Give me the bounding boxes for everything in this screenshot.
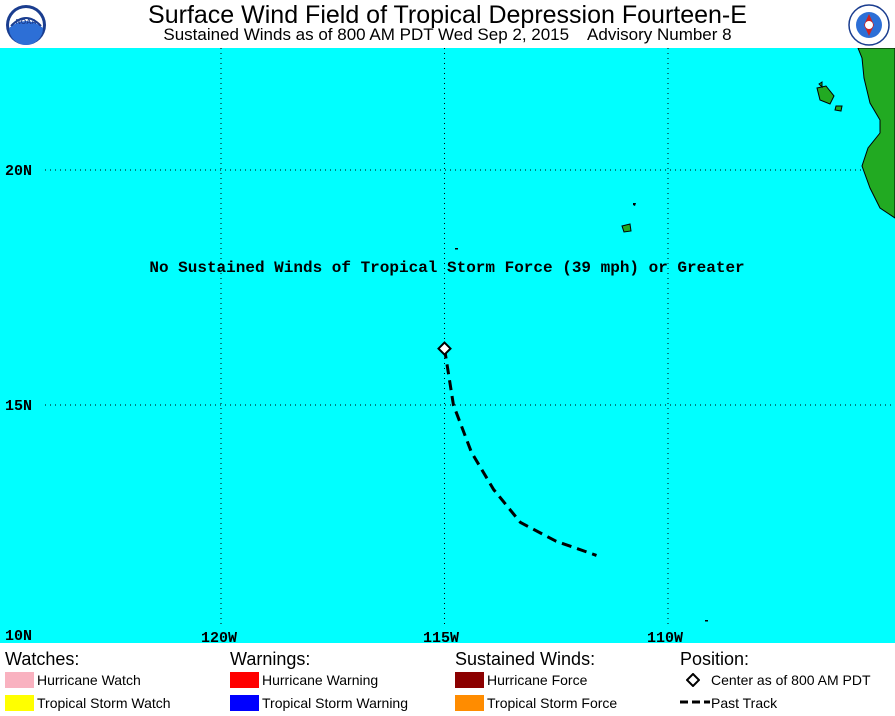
nws-logo [848, 4, 890, 46]
tropical-storm-watch-label: Tropical Storm Watch [37, 695, 171, 711]
map-canvas: 20N 15N 10N 120W 115W 110W No Sustained … [5, 48, 895, 643]
no-ts-winds-message: No Sustained Winds of Tropical Storm For… [149, 259, 744, 277]
gridlines [45, 48, 895, 628]
hurricane-warning-label: Hurricane Warning [262, 672, 379, 688]
legend-position-heading: Position: [680, 649, 750, 669]
lon-label-120w: 120W [201, 630, 237, 643]
lat-label-20n: 20N [5, 163, 32, 180]
noaa-logo: NOAA [5, 4, 47, 46]
header: NOAA Surface Wind Field of Tropical Depr… [0, 0, 895, 48]
center-position-label: Center as of 800 AM PDT [711, 672, 871, 688]
page-subtitle: Sustained Winds as of 800 AM PDT Wed Sep… [163, 25, 732, 44]
lon-label-115w: 115W [423, 630, 459, 643]
lat-label-15n: 15N [5, 398, 32, 415]
wind-field-map: 20N 15N 10N 120W 115W 110W No Sustained … [0, 48, 895, 643]
diamond-icon [685, 672, 701, 688]
page-title: Surface Wind Field of Tropical Depressio… [148, 1, 747, 29]
tropical-storm-warning-label: Tropical Storm Warning [262, 695, 409, 711]
past-track-label: Past Track [711, 695, 778, 711]
hurricane-force-label: Hurricane Force [487, 672, 588, 688]
lon-label-110w: 110W [647, 630, 683, 643]
dashed-line-icon [680, 695, 710, 709]
hurricane-force-swatch [455, 672, 484, 688]
hurricane-watch-label: Hurricane Watch [37, 672, 141, 688]
baja-coastline [816, 48, 895, 219]
lat-label-10n: 10N [5, 628, 32, 643]
legend-winds-heading: Sustained Winds: [455, 649, 596, 669]
legend-watches-heading: Watches: [5, 649, 80, 669]
tropical-storm-force-label: Tropical Storm Force [487, 695, 618, 711]
legend: Watches: Hurricane Watch Tropical Storm … [0, 645, 895, 716]
tropical-storm-warning-swatch [230, 695, 259, 711]
past-track-line [443, 348, 597, 557]
hurricane-warning-swatch [230, 672, 259, 688]
tropical-storm-force-swatch [455, 695, 484, 711]
legend-warnings-heading: Warnings: [230, 649, 311, 669]
tropical-storm-watch-swatch [5, 695, 34, 711]
storm-center-diamond-icon [437, 341, 452, 357]
revillagigedo-islands [455, 203, 708, 622]
svg-text:NOAA: NOAA [16, 19, 37, 26]
hurricane-watch-swatch [5, 672, 34, 688]
